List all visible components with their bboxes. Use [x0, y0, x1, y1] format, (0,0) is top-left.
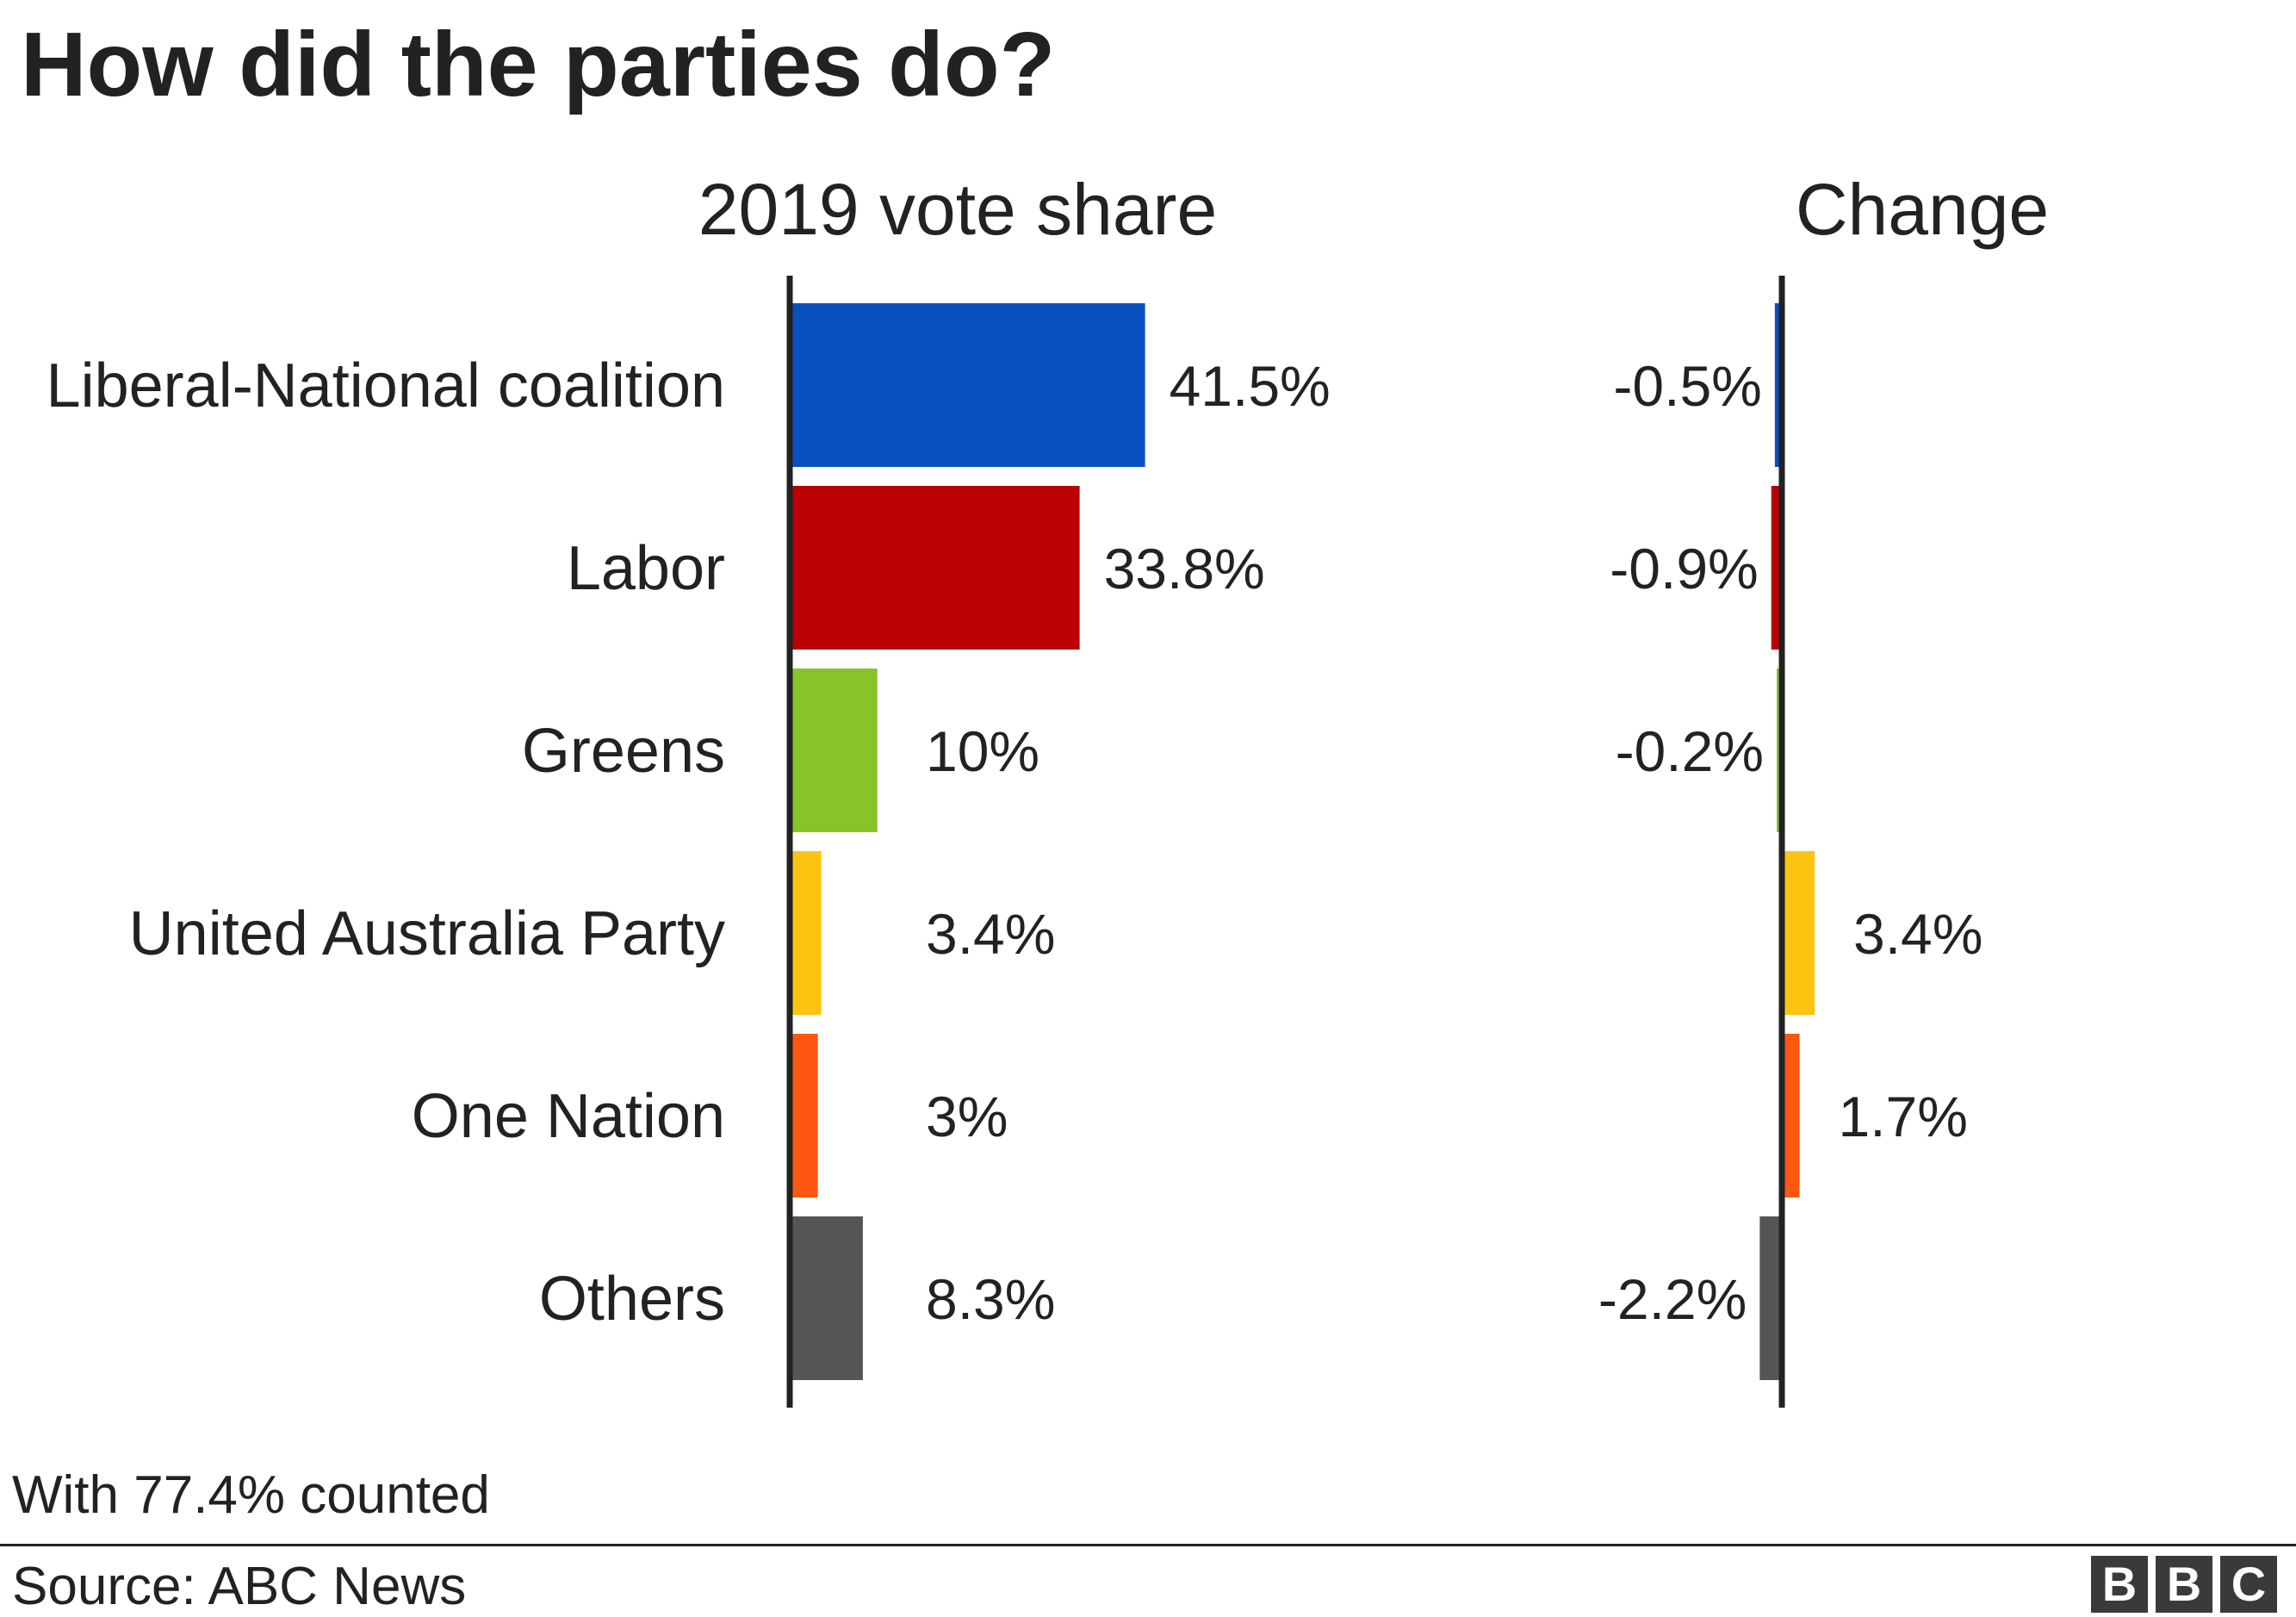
change-value-label: 1.7%	[1839, 1085, 1968, 1148]
category-label: One Nation	[412, 1082, 725, 1151]
vote-share-chart: 2019 vote share Liberal-National coaliti…	[47, 169, 2049, 1408]
chart-title: How did the parties do?	[21, 14, 1056, 115]
category-label: Labor	[567, 534, 725, 603]
change-value-label: -2.2%	[1598, 1267, 1747, 1331]
vote-share-value-label: 8.3%	[926, 1267, 1055, 1331]
vote-share-bar	[792, 851, 822, 1015]
vote-share-value-label: 3%	[926, 1085, 1008, 1148]
change-value-label: -0.2%	[1616, 719, 1764, 783]
change-panel: Change -0.5% -0.9% -0.2% 3.4% 1.7% -2.2%	[1598, 169, 2049, 1408]
vote-share-bar	[792, 669, 878, 832]
bbc-logo-letter: C	[2220, 1556, 2277, 1613]
vote-share-bars	[792, 303, 1145, 1380]
change-bar	[1784, 1034, 1800, 1197]
vote-share-value-label: 41.5%	[1170, 354, 1331, 418]
counted-footnote: With 77.4% counted	[12, 1465, 490, 1525]
category-labels: Liberal-National coalition Labor Greens Uni…	[47, 351, 725, 1334]
change-value-label: -0.9%	[1610, 537, 1758, 600]
vote-share-bar	[792, 1216, 863, 1380]
change-value-label: 3.4%	[1853, 902, 1983, 966]
vote-share-bar	[792, 1034, 818, 1197]
change-bar	[1771, 486, 1779, 650]
category-label: Greens	[522, 717, 725, 786]
vote-share-value-label: 33.8%	[1104, 537, 1265, 600]
category-label: United Australia Party	[129, 899, 725, 968]
vote-share-bar	[792, 486, 1080, 650]
change-value-label: -0.5%	[1613, 354, 1761, 418]
change-bar	[1759, 1216, 1779, 1380]
bbc-logo: B B C	[2091, 1556, 2277, 1613]
change-value-labels: -0.5% -0.9% -0.2% 3.4% 1.7% -2.2%	[1598, 354, 1983, 1331]
category-label: Others	[539, 1265, 725, 1334]
vote-share-bar	[792, 303, 1145, 467]
change-bar	[1777, 669, 1779, 832]
vote-share-panel: 2019 vote share Liberal-National coaliti…	[47, 169, 1331, 1408]
change-bar	[1774, 303, 1779, 467]
vote-share-title: 2019 vote share	[698, 169, 1217, 250]
vote-share-value-label: 3.4%	[926, 902, 1055, 966]
bbc-logo-letter: B	[2156, 1556, 2212, 1613]
vote-share-value-label: 10%	[926, 719, 1039, 783]
vote-share-value-labels: 41.5% 33.8% 10% 3.4% 3% 8.3%	[926, 354, 1331, 1331]
bbc-logo-letter: B	[2091, 1556, 2148, 1613]
change-title: Change	[1796, 169, 2049, 250]
change-bar	[1784, 851, 1815, 1015]
footer-divider	[0, 1544, 2296, 1546]
change-bars	[1759, 303, 1815, 1380]
category-label: Liberal-National coalition	[47, 351, 725, 420]
source-note: Source: ABC News	[12, 1557, 467, 1616]
